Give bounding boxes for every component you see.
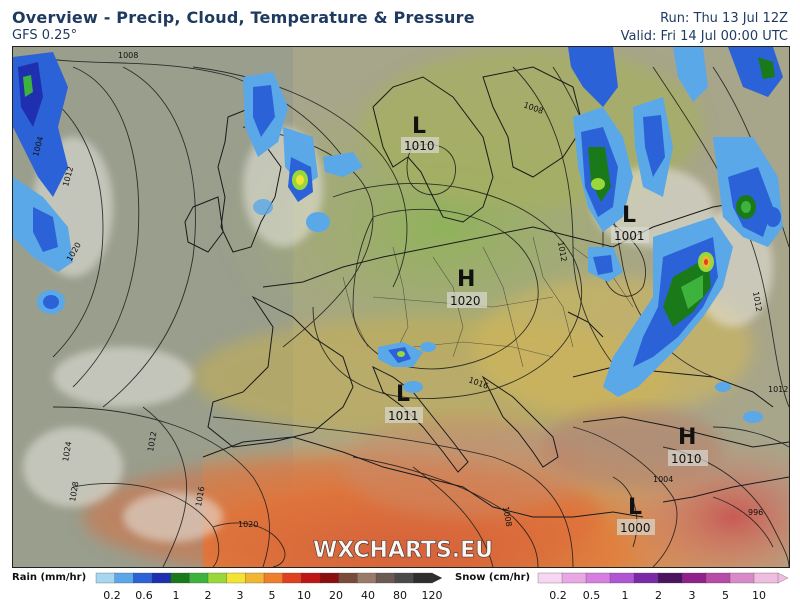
legend-scales: 0.2 0.6 1 2 3 5 10 20 40 80 120 0.2 0.5 1 2 3 5 10 <box>95 572 789 602</box>
colorbar-tick-label: 5 <box>269 589 276 602</box>
colorbar-tick-label: 20 <box>329 589 343 602</box>
colorbar-swatch <box>170 572 190 584</box>
model-label: GFS 0.25° <box>12 28 78 43</box>
low-pressure-center: L 1001 <box>611 203 649 243</box>
colorbar-swatch <box>561 572 587 584</box>
colorbar-arrow <box>777 572 789 584</box>
valid-time: Valid: Fri 14 Jul 00:00 UTC <box>620 29 788 44</box>
svg-text:1020: 1020 <box>450 294 481 308</box>
colorbar-swatch <box>282 572 302 584</box>
colorbar-swatch <box>133 572 153 584</box>
isobar-label: 1008 <box>501 506 513 528</box>
svg-text:1010: 1010 <box>404 139 435 153</box>
svg-text:L: L <box>622 203 636 228</box>
colorbar-swatch <box>585 572 611 584</box>
colorbar-tick-label: 1 <box>622 589 629 602</box>
snow-colorbar <box>537 572 789 584</box>
isobar-label: 1012 <box>556 241 568 263</box>
colorbar-swatch <box>189 572 209 584</box>
low-pressure-center: L 1000 <box>617 495 655 535</box>
isobar-label: 1024 <box>61 441 73 463</box>
colorbar-swatch <box>681 572 707 584</box>
colorbar-swatch <box>729 572 755 584</box>
watermark: WXCHARTS.EU <box>313 538 493 563</box>
svg-text:H: H <box>678 425 696 450</box>
svg-text:L: L <box>396 382 410 407</box>
colorbar-tick-label: 0.6 <box>135 589 153 602</box>
svg-text:1010: 1010 <box>671 452 702 466</box>
colorbar-swatch <box>151 572 172 584</box>
colorbar-swatch <box>357 572 377 584</box>
colorbar-tick-label: 120 <box>422 589 443 602</box>
coastlines <box>184 66 789 518</box>
rain-ticks: 0.2 0.6 1 2 3 5 10 20 40 80 120 <box>103 589 442 602</box>
colorbar-tick-label: 2 <box>655 589 662 602</box>
colorbar-tick-label: 3 <box>689 589 696 602</box>
svg-text:H: H <box>457 267 475 292</box>
colorbar-swatch <box>338 572 358 584</box>
run-time: Run: Thu 13 Jul 12Z <box>660 11 788 26</box>
isobar-label: 1028 <box>68 481 80 503</box>
header-right: Run: Thu 13 Jul 12Z Valid: Fri 14 Jul 00… <box>621 10 788 46</box>
isobar-label: 996 <box>748 508 763 517</box>
colorbar-swatch <box>609 572 635 584</box>
low-pressure-center: L 1011 <box>385 382 423 423</box>
chart-title: Overview - Precip, Cloud, Temperature & … <box>12 8 475 27</box>
svg-text:L: L <box>412 114 426 139</box>
colorbar-swatch <box>207 572 228 584</box>
svg-text:L: L <box>628 495 642 520</box>
colorbar-swatch <box>114 572 134 584</box>
colorbar-swatch <box>95 572 116 584</box>
colorbar-swatch <box>753 572 779 584</box>
rain-legend-title: Rain (mm/hr) <box>12 572 87 583</box>
colorbar-swatch <box>301 572 321 584</box>
colorbar-tick-label: 0.2 <box>549 589 567 602</box>
colorbar-tick-label: 10 <box>297 589 311 602</box>
svg-text:1001: 1001 <box>614 229 645 243</box>
colorbar-swatch <box>245 572 265 584</box>
isobar-label: 1004 <box>653 475 673 484</box>
isobar-label: 1012 <box>768 385 788 394</box>
colorbar-swatch <box>375 572 396 584</box>
colorbar-swatch <box>705 572 731 584</box>
pressure-centers: L 1010 L 1001 H 1020 L 1011 H 1010 L 100… <box>385 114 708 535</box>
isobar-labels: 1008 1004 1012 1020 1008 1012 1016 1012 … <box>31 51 788 529</box>
high-pressure-center: H 1020 <box>447 267 487 308</box>
colorbar-tick-label: 1 <box>173 589 180 602</box>
colorbar-tick-label: 0.5 <box>583 589 601 602</box>
weather-map[interactable]: 1008 1004 1012 1020 1008 1012 1016 1012 … <box>12 46 790 568</box>
colorbar-tick-label: 2 <box>205 589 212 602</box>
colorbar-tick-label: 80 <box>393 589 407 602</box>
colorbar-swatch <box>226 572 246 584</box>
snow-legend-title: Snow (cm/hr) <box>455 572 531 583</box>
low-pressure-center: L 1010 <box>401 114 439 153</box>
colorbar-swatch <box>633 572 659 584</box>
isobar-label: 1016 <box>194 486 206 508</box>
isobar-label: 1012 <box>146 431 158 453</box>
legend: Rain (mm/hr) Snow (cm/hr) 0.2 0.6 1 2 3 5 10 20… <box>0 568 800 614</box>
header-left: Overview - Precip, Cloud, Temperature & … <box>12 8 475 43</box>
isobar-label: 1020 <box>238 520 258 529</box>
precipitation-layer <box>13 47 783 423</box>
colorbar-swatch <box>537 572 563 584</box>
colorbar-swatch <box>263 572 284 584</box>
colorbar-swatch <box>319 572 340 584</box>
high-pressure-center: H 1010 <box>668 425 708 466</box>
colorbar-swatch <box>413 572 433 584</box>
colorbar-tick-label: 10 <box>752 589 766 602</box>
colorbar-tick-label: 40 <box>361 589 375 602</box>
isobar-label: 1008 <box>118 51 138 60</box>
svg-text:1011: 1011 <box>388 409 419 423</box>
colorbar-swatch <box>394 572 414 584</box>
colorbar-tick-label: 5 <box>722 589 729 602</box>
snow-ticks: 0.2 0.5 1 2 3 5 10 <box>549 589 766 602</box>
colorbar-tick-label: 3 <box>237 589 244 602</box>
rain-colorbar <box>95 572 443 584</box>
colorbar-arrow <box>431 572 443 584</box>
colorbar-swatch <box>657 572 683 584</box>
isobar-label: 1012 <box>751 291 763 313</box>
colorbar-tick-label: 0.2 <box>103 589 121 602</box>
svg-text:1000: 1000 <box>620 521 651 535</box>
